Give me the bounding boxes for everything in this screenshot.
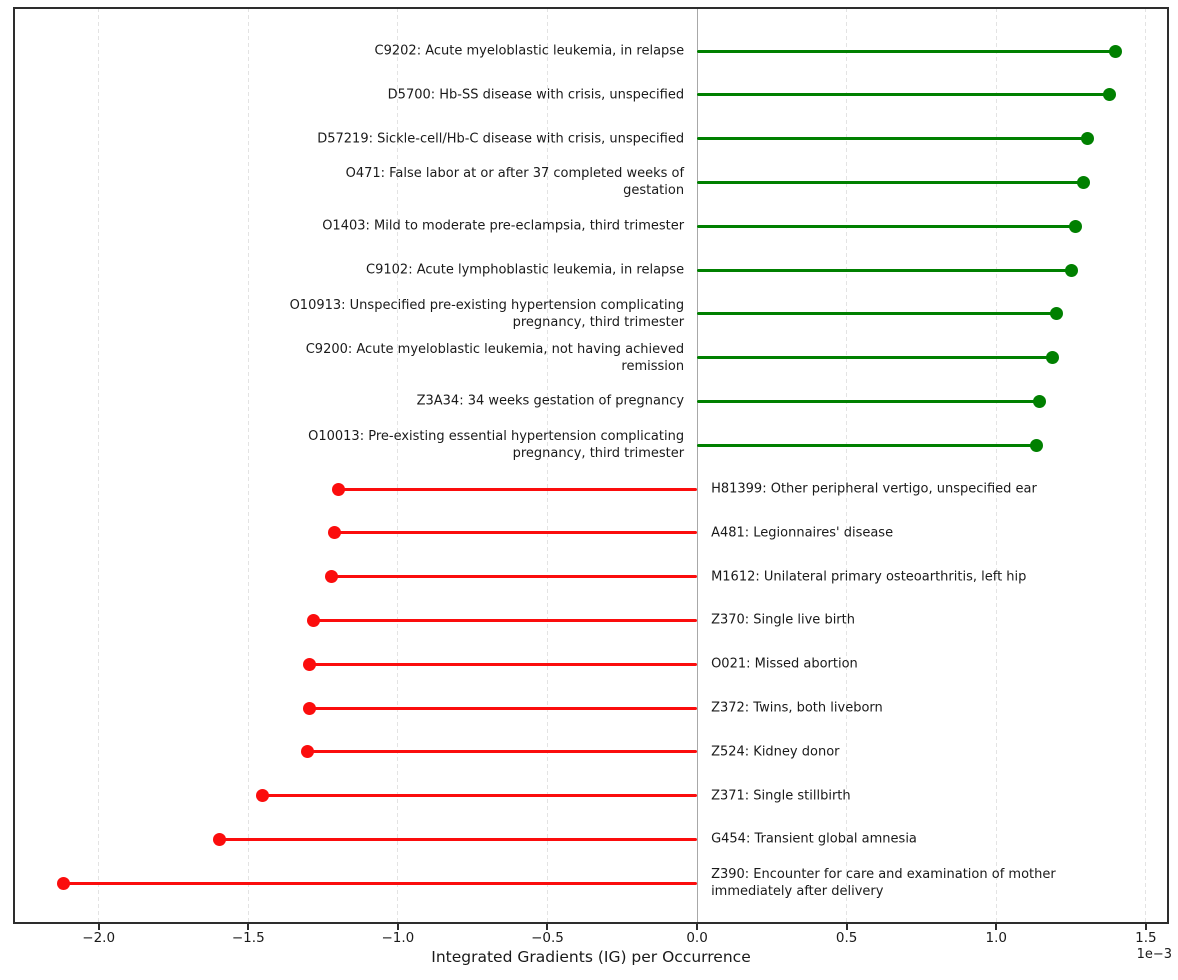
stem <box>697 312 1057 316</box>
gridline <box>546 8 548 923</box>
x-tick <box>247 924 250 930</box>
x-tick <box>845 924 848 930</box>
x-tick <box>396 924 399 930</box>
marker-dot <box>1030 438 1044 452</box>
category-label: O10913: Unspecified pre-existing hyperte… <box>289 297 685 330</box>
gridline <box>397 8 399 923</box>
marker-dot <box>302 701 316 715</box>
category-label: A481: Legionnaires' disease <box>711 525 894 541</box>
marker-dot <box>327 526 341 540</box>
x-tick-label: −0.5 <box>531 930 564 946</box>
marker-dot <box>1032 394 1046 408</box>
x-tick <box>546 924 549 930</box>
plot-area: C9202: Acute myeloblastic leukemia, in r… <box>14 8 1168 923</box>
marker-dot <box>1077 175 1091 189</box>
marker-dot <box>56 876 70 890</box>
category-label: Z3A34: 34 weeks gestation of pregnancy <box>416 393 685 409</box>
category-label: O471: False labor at or after 37 complet… <box>345 166 685 199</box>
gridline <box>247 8 249 923</box>
category-label: Z370: Single live birth <box>711 612 855 628</box>
category-label: O10013: Pre-existing essential hypertens… <box>308 429 685 462</box>
category-label: D57219: Sickle-cell/Hb-C disease with cr… <box>317 131 685 147</box>
stem <box>309 662 698 666</box>
category-label: Z372: Twins, both liveborn <box>711 700 883 716</box>
x-tick-label: −1.0 <box>381 930 415 946</box>
category-label: G454: Transient global amnesia <box>711 831 917 847</box>
stem <box>697 224 1076 228</box>
category-label: Z390: Encounter for care and examination… <box>711 867 1056 900</box>
x-tick-label: 1.5 <box>1135 930 1157 946</box>
category-label: Z524: Kidney donor <box>711 744 840 760</box>
stem <box>334 531 698 535</box>
stem <box>309 706 698 710</box>
stem <box>313 618 698 622</box>
stem <box>697 137 1088 141</box>
stem <box>338 487 698 491</box>
marker-dot <box>300 745 314 759</box>
stem <box>307 750 698 754</box>
x-tick-label: 0.0 <box>686 930 708 946</box>
marker-dot <box>212 832 226 846</box>
marker-dot <box>1103 88 1117 102</box>
stem <box>697 399 1040 403</box>
marker-dot <box>1081 132 1095 146</box>
stem <box>63 881 698 885</box>
x-tick <box>696 924 699 930</box>
x-tick-label: −1.5 <box>231 930 265 946</box>
stem <box>219 837 698 841</box>
x-tick <box>97 924 100 930</box>
gridline <box>98 8 100 923</box>
stem <box>697 356 1053 360</box>
stem <box>331 575 698 579</box>
marker-dot <box>1046 351 1060 365</box>
category-label: M1612: Unilateral primary osteoarthritis… <box>711 569 1027 585</box>
stem <box>697 180 1084 184</box>
marker-dot <box>1050 307 1064 321</box>
category-label: Z371: Single stillbirth <box>711 788 851 804</box>
category-label: C9202: Acute myeloblastic leukemia, in r… <box>374 43 685 59</box>
stem <box>262 794 698 798</box>
marker-dot <box>1065 263 1079 277</box>
marker-dot <box>302 657 316 671</box>
category-label: H81399: Other peripheral vertigo, unspec… <box>711 481 1037 497</box>
stem <box>697 93 1110 97</box>
category-label: C9200: Acute myeloblastic leukemia, not … <box>305 341 685 374</box>
marker-dot <box>1069 219 1083 233</box>
category-label: C9102: Acute lymphoblastic leukemia, in … <box>366 262 685 278</box>
gridline <box>995 8 997 923</box>
gridline <box>1145 8 1147 923</box>
category-label: O021: Missed abortion <box>711 656 858 672</box>
zero-line <box>696 8 698 923</box>
category-label: D5700: Hb-SS disease with crisis, unspec… <box>387 87 685 103</box>
x-tick-label: 1.0 <box>985 930 1007 946</box>
marker-dot <box>331 482 345 496</box>
x-tick-label: 0.5 <box>835 930 858 946</box>
marker-dot <box>306 613 320 627</box>
x-tick-label: −2.0 <box>82 930 116 946</box>
gridline <box>846 8 848 923</box>
x-tick <box>1144 924 1147 930</box>
marker-dot <box>255 789 269 803</box>
axis-scale-offset-label: 1e−3 <box>1136 947 1172 962</box>
x-tick <box>995 924 998 930</box>
stem <box>697 268 1072 272</box>
stem <box>697 49 1116 53</box>
marker-dot <box>1108 44 1122 58</box>
marker-dot <box>324 570 338 584</box>
stem <box>697 443 1037 447</box>
category-label: O1403: Mild to moderate pre-eclampsia, t… <box>322 218 685 234</box>
x-axis-title: Integrated Gradients (IG) per Occurrence <box>431 948 751 966</box>
